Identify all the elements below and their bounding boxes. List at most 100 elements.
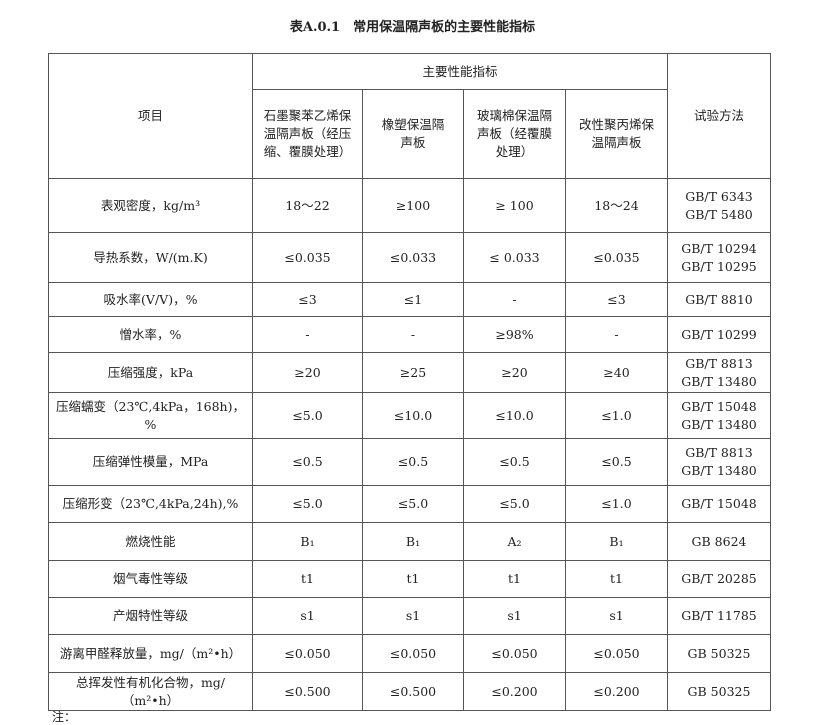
row-value: ≤3 [565, 282, 668, 317]
table-row: 憎水率，% - - ≥98% - GB/T 10299 [48, 316, 771, 353]
row-value: ≤0.200 [565, 672, 668, 711]
row-method: GB/T 10294 GB/T 10295 [667, 232, 771, 283]
row-value: ≤3 [252, 282, 363, 317]
header-material: 玻璃棉保温隔声板（经覆膜处理） [463, 89, 566, 179]
row-value: ≤1.0 [565, 392, 668, 439]
row-value: ≥20 [463, 352, 566, 393]
row-value: ≤ 0.033 [463, 232, 566, 283]
row-item: 压缩蠕变（23℃,4kPa，168h)，% [48, 392, 253, 439]
row-value: s1 [463, 597, 566, 635]
table-row: 压缩强度，kPa ≥20 ≥25 ≥20 ≥40 GB/T 8813 GB/T 13480 [48, 352, 771, 393]
row-item: 燃烧性能 [48, 522, 253, 561]
row-value: ≤5.0 [463, 485, 566, 523]
header-method: 试验方法 [667, 53, 771, 179]
row-method: GB/T 15048 [667, 485, 771, 523]
table-row: 导热系数，W/(m.K) ≤0.035 ≤0.033 ≤ 0.033 ≤0.035 GB/… [48, 232, 771, 283]
row-value: s1 [362, 597, 464, 635]
row-item: 憎水率，% [48, 316, 253, 353]
header-material: 改性聚丙烯保温隔声板 [565, 89, 668, 179]
row-value: ≤0.500 [362, 672, 464, 711]
row-value: ≤5.0 [362, 485, 464, 523]
row-value: ≤0.035 [252, 232, 363, 283]
row-value: B₁ [362, 522, 464, 561]
row-value: ≥ 100 [463, 178, 566, 233]
row-value: 18～22 [252, 178, 363, 233]
row-value: ≤0.200 [463, 672, 566, 711]
header-main: 主要性能指标 [252, 53, 668, 90]
header-item: 项目 [48, 53, 253, 179]
table-row: 压缩蠕变（23℃,4kPa，168h)，% ≤5.0 ≤10.0 ≤10.0 ≤1.0 G… [48, 392, 771, 439]
row-item: 压缩形变（23℃,4kPa,24h),% [48, 485, 253, 523]
row-value: ≤1.0 [565, 485, 668, 523]
row-value: ≥100 [362, 178, 464, 233]
row-method: GB/T 6343 GB/T 5480 [667, 178, 771, 233]
row-item: 表观密度，kg/m³ [48, 178, 253, 233]
row-value: s1 [252, 597, 363, 635]
table-row: 燃烧性能 B₁ B₁ A₂ B₁ GB 8624 [48, 522, 771, 561]
row-value: - [252, 316, 363, 353]
row-value: ≤0.5 [463, 438, 566, 486]
row-method: GB/T 20285 [667, 560, 771, 598]
performance-table: 项目 主要性能指标 试验方法 石墨聚苯乙烯保温隔声板（经压缩、覆膜处理） 橡塑保… [48, 53, 771, 711]
row-value: ≤5.0 [252, 485, 363, 523]
row-value: - [463, 282, 566, 317]
row-method: GB/T 8810 [667, 282, 771, 317]
row-value: t1 [463, 560, 566, 598]
row-method: GB 50325 [667, 672, 771, 711]
table-note: 注： [52, 710, 77, 724]
row-value: ≤0.035 [565, 232, 668, 283]
row-method: GB/T 10299 [667, 316, 771, 353]
row-method: GB/T 8813 GB/T 13480 [667, 438, 771, 486]
header-material: 橡塑保温隔声板 [362, 89, 464, 179]
row-value: ≤0.033 [362, 232, 464, 283]
row-value: ≥20 [252, 352, 363, 393]
table-row: 压缩弹性模量，MPa ≤0.5 ≤0.5 ≤0.5 ≤0.5 GB/T 8813 GB/T… [48, 438, 771, 486]
table-row: 总挥发性有机化合物，mg/（m²•h） ≤0.500 ≤0.500 ≤0.200 ≤0.… [48, 672, 771, 711]
row-item: 游离甲醛释放量，mg/（m²•h） [48, 634, 253, 673]
row-value: ≥40 [565, 352, 668, 393]
row-value: s1 [565, 597, 668, 635]
row-value: A₂ [463, 522, 566, 561]
table-title: 表A.0.1 常用保温隔声板的主要性能指标 [289, 20, 536, 35]
row-value: ≤0.050 [463, 634, 566, 673]
table-row: 烟气毒性等级 t1 t1 t1 t1 GB/T 20285 [48, 560, 771, 598]
row-value: t1 [362, 560, 464, 598]
table-row: 吸水率(V/V)，% ≤3 ≤1- ≤3 GB/T 8810 [48, 282, 771, 317]
row-method: GB 50325 [667, 634, 771, 673]
row-value: - [362, 316, 464, 353]
row-value: ≤5.0 [252, 392, 363, 439]
row-value: B₁ [565, 522, 668, 561]
row-value: ≤10.0 [463, 392, 566, 439]
row-value: t1 [565, 560, 668, 598]
row-value: ≤0.050 [565, 634, 668, 673]
row-method: GB/T 11785 [667, 597, 771, 635]
row-value: ≥98% [463, 316, 566, 353]
table-row: 压缩形变（23℃,4kPa,24h),% ≤5.0 ≤5.0 ≤5.0 ≤1.0 GB/T… [48, 485, 771, 523]
table-row: 表观密度，kg/m³ 18～22 ≥100 ≥ 100 18～24 GB/T 6343 G… [48, 178, 771, 233]
row-method: GB/T 8813 GB/T 13480 [667, 352, 771, 393]
row-method: GB 8624 [667, 522, 771, 561]
header-material: 石墨聚苯乙烯保温隔声板（经压缩、覆膜处理） [252, 89, 363, 179]
row-item: 烟气毒性等级 [48, 560, 253, 598]
row-value: ≤0.050 [362, 634, 464, 673]
row-item: 吸水率(V/V)，% [48, 282, 253, 317]
row-item: 压缩弹性模量，MPa [48, 438, 253, 486]
row-item: 总挥发性有机化合物，mg/（m²•h） [48, 672, 253, 711]
row-value: t1 [252, 560, 363, 598]
row-item: 产烟特性等级 [48, 597, 253, 635]
row-value: ≤0.5 [252, 438, 363, 486]
table-row: 游离甲醛释放量，mg/（m²•h） ≤0.050 ≤0.050 ≤0.050 ≤0.05… [48, 634, 771, 673]
row-value: - [565, 316, 668, 353]
row-method: GB/T 15048 GB/T 13480 [667, 392, 771, 439]
row-value: ≤0.050 [252, 634, 363, 673]
row-value: ≤0.500 [252, 672, 363, 711]
row-value: ≤1 [362, 282, 464, 317]
row-value: ≥25 [362, 352, 464, 393]
row-value: 18～24 [565, 178, 668, 233]
row-item: 导热系数，W/(m.K) [48, 232, 253, 283]
row-value: ≤0.5 [362, 438, 464, 486]
row-value: ≤0.5 [565, 438, 668, 486]
row-value: ≤10.0 [362, 392, 464, 439]
table-row: 产烟特性等级 s1 s1 s1 s1 GB/T 11785 [48, 597, 771, 635]
row-item: 压缩强度，kPa [48, 352, 253, 393]
